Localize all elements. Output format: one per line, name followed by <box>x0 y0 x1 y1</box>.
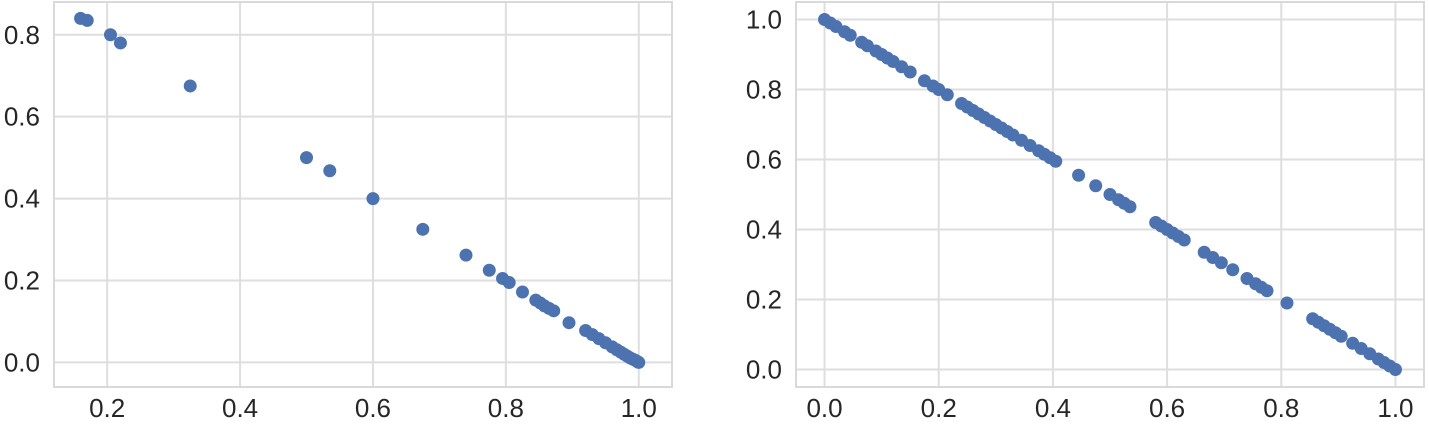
x-tick-label: 0.4 <box>1035 393 1071 423</box>
data-point <box>502 276 516 290</box>
x-tick-label: 1.0 <box>621 393 657 423</box>
data-point <box>80 13 94 27</box>
right-scatter-plot: 0.0 0.2 0.4 0.6 0.8 1.0 0.0 0.2 0.4 0.6 0.8 1.0 <box>746 1 1425 423</box>
data-point <box>1280 296 1294 310</box>
data-point <box>843 28 857 42</box>
plot-frame <box>53 1 673 388</box>
data-point <box>632 355 646 369</box>
y-tick-label: 0.4 <box>4 184 40 214</box>
data-point <box>547 304 561 318</box>
data-point <box>482 263 496 277</box>
data-point <box>366 192 380 206</box>
data-point <box>416 222 430 236</box>
plot-frame <box>795 1 1425 388</box>
data-point <box>1123 200 1137 214</box>
data-point <box>1260 284 1274 298</box>
data-point <box>1049 154 1063 168</box>
data-point <box>940 88 954 102</box>
data-point <box>1214 256 1228 270</box>
y-tick-label: 1.0 <box>746 5 782 35</box>
y-tick-label: 0.6 <box>4 102 40 132</box>
y-tick-label: 0.2 <box>746 285 782 315</box>
y-tick-label: 0.6 <box>746 145 782 175</box>
data-point <box>515 285 529 299</box>
y-tick-label: 0.8 <box>4 20 40 50</box>
x-tick-label: 1.0 <box>1377 393 1413 423</box>
x-tick-label: 0.8 <box>1263 393 1299 423</box>
x-tick-label: 0.2 <box>89 393 125 423</box>
data-point <box>1226 263 1240 277</box>
data-point <box>1388 363 1402 376</box>
x-tick-label: 0.2 <box>921 393 957 423</box>
left-scatter-plot: 0.2 0.4 0.6 0.8 1.0 0.0 0.2 0.4 0.6 0.8 <box>4 1 673 423</box>
data-point <box>459 248 473 262</box>
data-point <box>562 316 576 330</box>
y-tick-label: 0.2 <box>4 266 40 296</box>
y-tick-label: 0.0 <box>4 347 40 377</box>
y-tick-label: 0.4 <box>746 215 782 245</box>
x-tick-label: 0.8 <box>488 393 524 423</box>
data-point <box>1072 168 1086 182</box>
data-point <box>113 36 127 50</box>
data-point <box>183 79 197 93</box>
x-tick-label: 0.6 <box>1149 393 1185 423</box>
data-point <box>1334 329 1348 343</box>
data-point <box>1177 233 1191 247</box>
data-point <box>103 28 117 42</box>
x-tick-label: 0.0 <box>806 393 842 423</box>
data-point <box>1089 179 1103 193</box>
y-tick-label: 0.8 <box>746 75 782 105</box>
x-tick-label: 0.4 <box>222 393 258 423</box>
data-point <box>300 151 314 165</box>
x-tick-label: 0.6 <box>355 393 391 423</box>
y-tick-label: 0.0 <box>746 355 782 385</box>
data-point <box>903 65 917 79</box>
data-point <box>323 164 337 178</box>
